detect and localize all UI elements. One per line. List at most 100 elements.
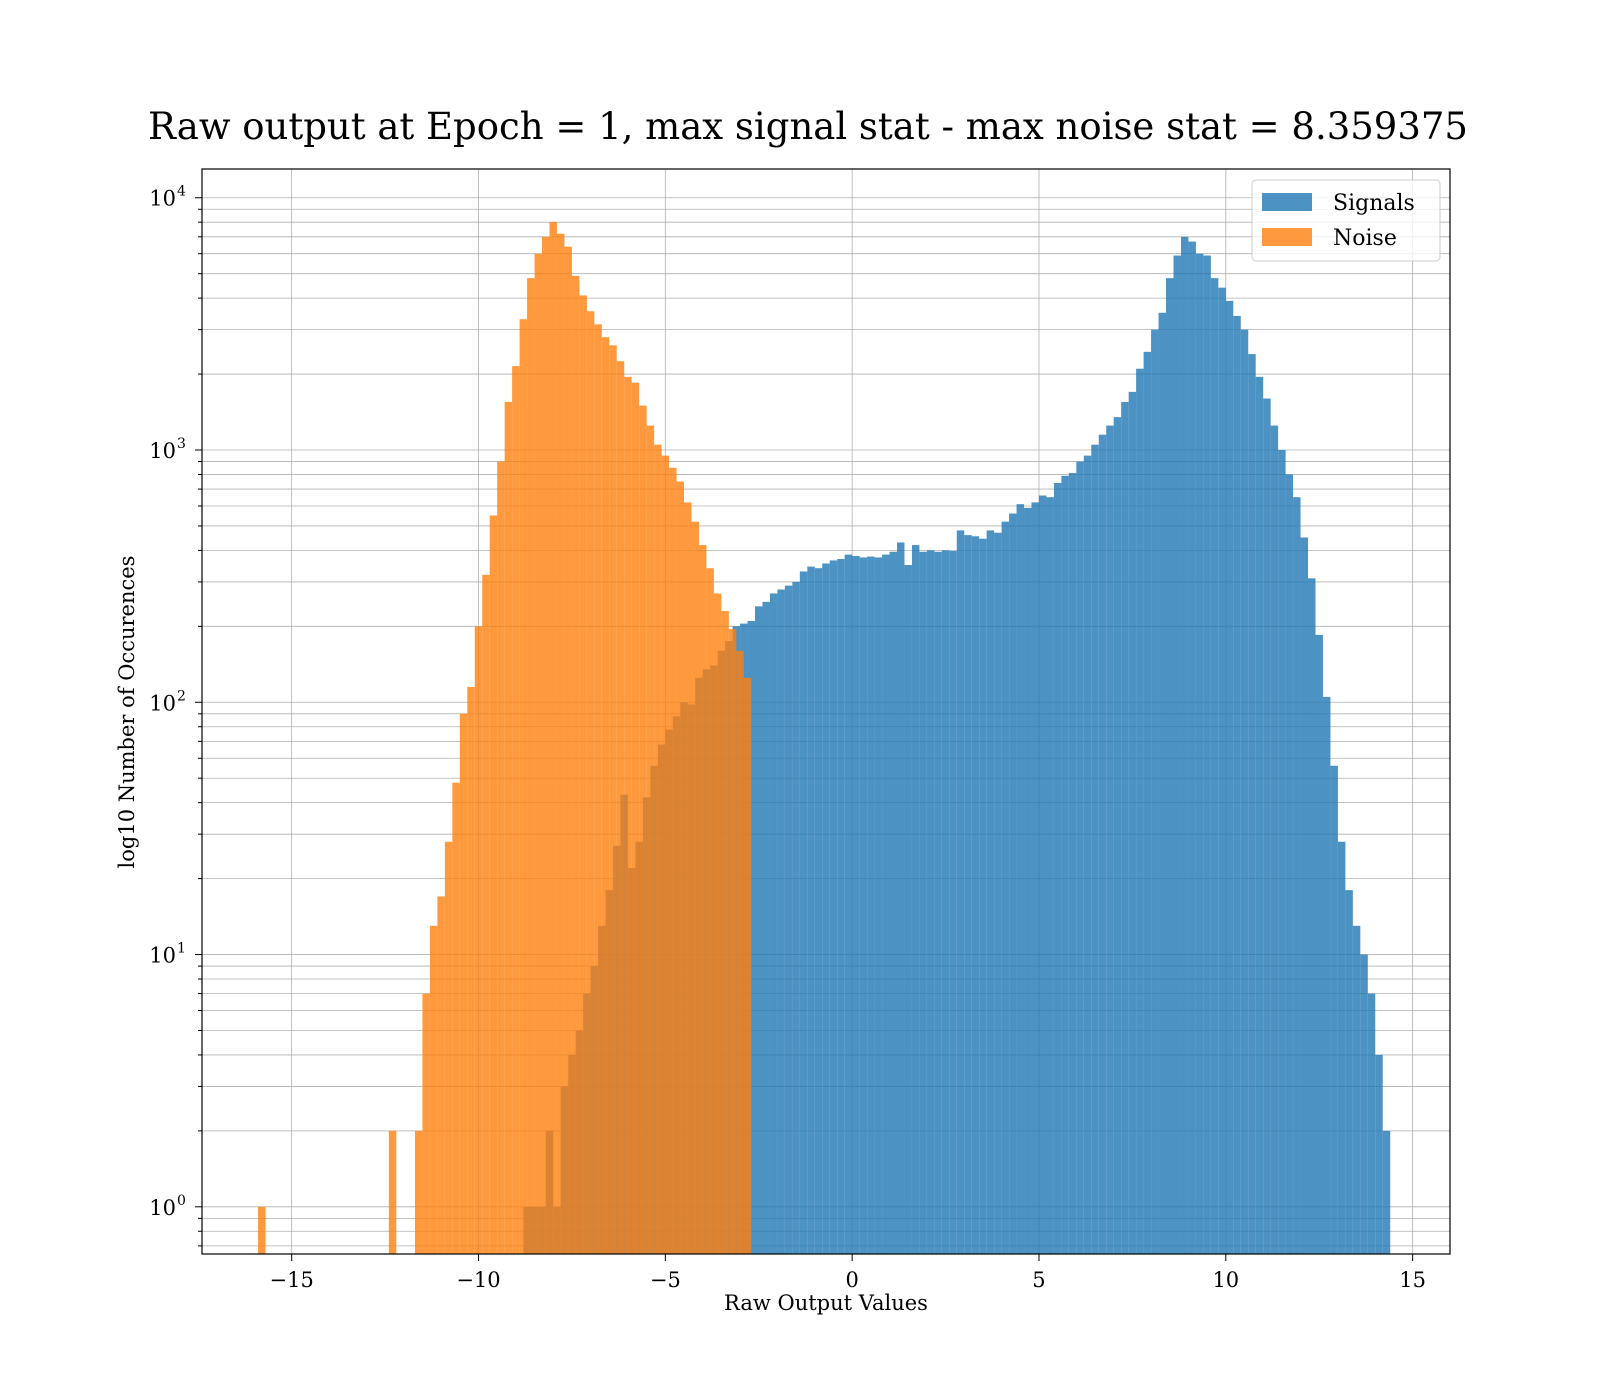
noise-bar [721,611,729,1254]
signals-bar [1360,954,1368,1254]
chart-title: Raw output at Epoch = 1, max signal stat… [148,105,1468,148]
noise-bar [474,626,483,1254]
noise-bar [684,502,692,1254]
noise-bar [534,253,543,1255]
noise-bars [258,222,752,1255]
legend: Signals Noise [1251,179,1441,262]
signals-bar [1278,450,1286,1254]
signals-bar [889,551,897,1254]
plot-frame [201,168,1451,1255]
noise-bar [388,1130,397,1254]
x-tick-label: 10 [1212,1268,1239,1292]
y-tick-exponent: 0 [177,1193,186,1209]
signals-bar [1285,474,1294,1254]
signals-bar [1382,1130,1391,1254]
signals-bar [949,550,957,1254]
signals-bar [784,585,793,1254]
signals-bar [971,536,980,1254]
noise-bar [422,993,430,1254]
noise-bar [743,677,752,1254]
noise-bar [497,461,505,1254]
noise-bar [691,521,699,1254]
signals-bar [1248,354,1256,1254]
y-tick-label: 10 [149,691,176,715]
signals-bar [1098,434,1107,1254]
noise-bar [556,233,565,1254]
noise-bar [549,222,557,1255]
signals-bar [1136,368,1144,1255]
signals-bar [926,550,935,1254]
signals-bar [1195,253,1204,1255]
noise-bar [654,444,662,1254]
noise-bar [489,515,498,1254]
signals-bar [1225,300,1234,1255]
signals-bar [1113,417,1122,1254]
noise-bar [736,650,744,1254]
signals-bar [844,554,853,1254]
signals-bar [1240,329,1249,1254]
x-tick-label: −5 [650,1268,681,1292]
signals-bar [755,606,763,1254]
y-tick-exponent: 1 [177,941,186,957]
signals-bar [956,530,965,1254]
x-axis-ticks: −15 −10 −5 0 5 10 15 [270,1254,1426,1292]
signals-bar [1061,475,1069,1254]
legend-label-signals: Signals [1333,191,1415,216]
noise-bar [258,1206,266,1254]
noise-bar [482,574,490,1254]
signals-bar [1121,401,1129,1255]
x-axis-label: Raw Output Values [724,1291,928,1315]
signals-bar [852,556,860,1254]
x-tick-label: 5 [1032,1268,1045,1292]
signals-bar [859,557,868,1254]
signals-bar [769,593,778,1254]
noise-bar [512,366,520,1254]
signals-bar [1076,461,1084,1254]
signals-bar [1345,890,1353,1254]
signals-bar [1024,507,1032,1254]
signals-bar [1308,578,1316,1254]
noise-bar [429,925,438,1254]
noise-bar [414,1130,423,1254]
signals-bar [829,560,838,1254]
noise-bar [661,455,670,1254]
signals-bar [1218,287,1226,1254]
signals-bar [1173,255,1181,1254]
x-tick-label: 0 [845,1268,858,1292]
noise-bar [594,324,602,1254]
signals-bar [934,551,942,1254]
noise-bar [452,782,460,1254]
signals-bar [911,545,920,1254]
y-tick-label: 10 [149,944,176,968]
noise-bar [601,337,610,1255]
signals-bar [1031,502,1039,1254]
noise-bar [527,278,535,1255]
y-tick-label: 10 [149,1196,176,1220]
signals-bar [807,566,815,1254]
signals-bar [986,530,995,1254]
noise-bar [639,405,647,1254]
signals-bar [1009,513,1017,1254]
signals-bar [1203,255,1211,1254]
signals-bar [1068,473,1077,1255]
noise-bar [609,345,617,1254]
signals-bar [1016,504,1025,1254]
noise-bar [728,629,737,1254]
x-tick-label: 15 [1399,1268,1426,1292]
signals-bar [792,581,800,1254]
signals-bar [1352,925,1361,1254]
signals-bar [747,620,756,1254]
signals-bar [941,550,950,1254]
x-tick-label: −10 [456,1268,500,1292]
signals-bar [1375,1054,1383,1254]
noise-bar [646,425,655,1254]
signals-bar [1300,537,1309,1254]
noise-bar [616,361,625,1254]
signals-bar [1091,444,1099,1254]
y-tick-label: 10 [149,439,176,463]
noise-bar [586,311,595,1254]
signals-bar [1315,634,1323,1254]
signals-bar [1180,236,1189,1254]
signals-bar [762,601,770,1254]
